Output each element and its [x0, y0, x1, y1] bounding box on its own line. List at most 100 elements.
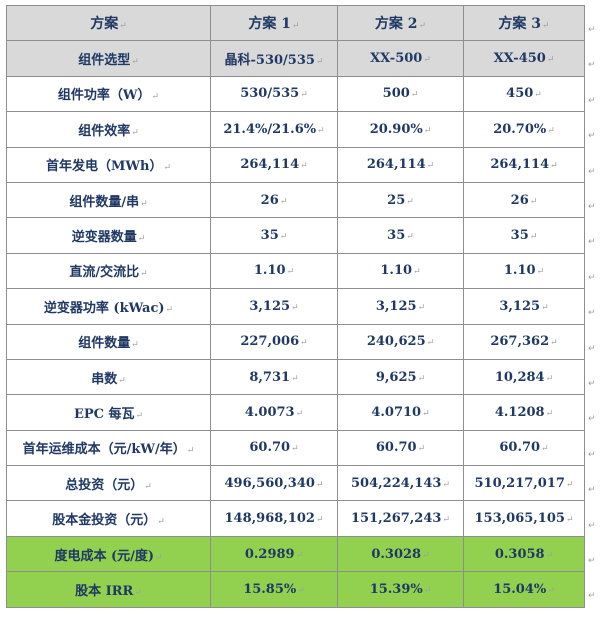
row-label-cell: 组件选型↵ [6, 40, 211, 77]
row-label: 逆变器数量 [71, 230, 137, 246]
cell-value: 21.4%/21.6% [223, 121, 317, 137]
row-end-mark-icon: ↵ [588, 166, 596, 177]
row-label-cell: 组件数量↵ [6, 323, 211, 360]
value-cell: 35↵ [337, 217, 464, 254]
row-end-mark-icon: ↵ [588, 414, 596, 425]
value-cell: 8,731↵ [210, 358, 338, 396]
row-label: EPC 每瓦 [73, 406, 135, 422]
cell-value: 153,065,105 [474, 511, 565, 527]
row-end-mark-icon: ↵ [588, 520, 596, 531]
value-cell: 晶科-530/535↵ [210, 40, 338, 77]
paragraph-mark-icon: ↵ [291, 373, 299, 384]
paragraph-mark-icon: ↵ [292, 21, 300, 32]
paragraph-mark-icon: ↵ [291, 302, 299, 313]
cell-value: XX-500 [370, 51, 423, 67]
value-cell: 21.4%/21.6%↵ [210, 111, 338, 148]
value-cell: 15.04%↵ [463, 571, 585, 608]
cell-value: 60.70 [249, 440, 291, 456]
cell-value: 9,625 [375, 369, 417, 385]
value-cell: 264,114↵ [337, 146, 464, 183]
paragraph-mark-icon: ↵ [279, 196, 288, 207]
value-cell: 510,217,017↵ [463, 465, 585, 502]
cell-value: 504,224,143 [350, 475, 442, 491]
value-cell: 148,968,102↵ [210, 500, 338, 537]
paragraph-mark-icon: ↵ [423, 55, 431, 66]
paragraph-mark-icon: ↵ [131, 57, 139, 68]
cell-value: 227,006 [240, 334, 300, 350]
paragraph-mark-icon: ↵ [410, 90, 419, 101]
value-cell: 530/535↵ [210, 75, 338, 113]
value-cell: 35↵ [463, 217, 585, 254]
row-end-mark-icon: ↵ [588, 485, 596, 496]
paragraph-mark-icon: ↵ [547, 585, 555, 596]
paragraph-mark-icon: ↵ [163, 163, 171, 174]
paragraph-mark-icon: ↵ [423, 125, 432, 136]
row-label: 直流/交流比 [69, 265, 140, 281]
value-cell: 20.90%↵ [337, 111, 464, 148]
value-cell: 10,284↵ [463, 358, 585, 396]
paragraph-mark-icon: ↵ [317, 125, 325, 136]
cell-value: 264,114 [366, 157, 426, 173]
value-cell: 264,114↵ [210, 146, 338, 183]
paragraph-mark-icon: ↵ [165, 304, 174, 315]
cell-value: XX-450 [493, 51, 546, 67]
cell-value: 60.70 [375, 440, 417, 456]
paragraph-mark-icon: ↵ [529, 232, 538, 243]
cell-value: 0.3058 [494, 546, 545, 562]
paragraph-mark-icon: ↵ [442, 479, 450, 490]
cell-value: 35 [510, 228, 529, 244]
paragraph-mark-icon: ↵ [426, 338, 435, 349]
paragraph-mark-icon: ↵ [536, 267, 545, 278]
value-cell: 4.0073↵ [210, 394, 338, 431]
paragraph-mark-icon: ↵ [118, 375, 126, 386]
table-row: 股本 IRR↵ 15.85%↵ 15.39%↵ 15.04%↵ [6, 571, 585, 608]
paragraph-mark-icon: ↵ [406, 196, 414, 207]
cell-value: 20.90% [369, 121, 423, 137]
row-label-cell: EPC 每瓦↵ [6, 394, 211, 431]
value-cell: 153,065,105↵ [463, 500, 585, 537]
paragraph-mark-icon: ↵ [119, 21, 127, 32]
paragraph-mark-icon: ↵ [529, 196, 538, 207]
value-cell: 25↵ [337, 181, 464, 219]
cell-value: 240,625 [366, 334, 426, 350]
value-cell: 60.70↵ [210, 429, 338, 467]
value-cell: 1.10↵ [463, 252, 585, 290]
cell-value: 35 [260, 228, 279, 244]
cell-value: 35 [387, 228, 406, 244]
table-row: 串数↵ 8,731↵ 9,625↵ 10,284↵ [6, 358, 585, 396]
value-cell: 35↵ [210, 217, 338, 254]
cell-value: 496,560,340 [224, 475, 315, 491]
cell-value: 26 [260, 192, 279, 208]
row-end-mark-icon: ↵ [588, 591, 596, 602]
paragraph-mark-icon: ↵ [418, 21, 427, 32]
paragraph-mark-icon: ↵ [423, 585, 432, 596]
header-scheme-1: 方案 1↵ [210, 4, 338, 42]
comparison-table: 方案↵ 方案 1↵ 方案 2↵ 方案 3↵ 组件选型↵ 晶科-530/535↵ XX… [6, 4, 585, 608]
cell-value: 60.70 [499, 440, 541, 456]
paragraph-mark-icon: ↵ [315, 479, 324, 490]
row-label-cell: 首年运维成本（元/kW/年）↵ [6, 429, 211, 467]
paragraph-mark-icon: ↵ [131, 127, 139, 138]
table-row: 首年发电（MWh）↵ 264,114↵ 264,114↵ 264,114↵ [6, 146, 585, 183]
value-cell: 240,625↵ [337, 323, 464, 360]
table-row: EPC 每瓦↵ 4.0073↵ 4.0710↵ 4.1208↵ [6, 394, 585, 431]
paragraph-mark-icon: ↵ [140, 269, 148, 280]
row-label-cell: 组件数量/串↵ [6, 181, 211, 219]
paragraph-mark-icon: ↵ [295, 550, 304, 561]
paragraph-mark-icon: ↵ [144, 481, 152, 492]
paragraph-mark-icon: ↵ [406, 232, 414, 243]
value-cell: 1.10↵ [210, 252, 338, 290]
row-label: 总投资（元） [65, 477, 144, 493]
paragraph-mark-icon: ↵ [135, 410, 144, 421]
value-cell: 4.0710↵ [337, 394, 464, 431]
row-label-cell: 直流/交流比↵ [6, 252, 211, 290]
row-end-mark-icon: ↵ [588, 131, 596, 142]
row-end-mark-icon: ↵ [588, 237, 596, 248]
paragraph-mark-icon: ↵ [534, 90, 542, 101]
paragraph-mark-icon: ↵ [422, 408, 430, 419]
table-row: 逆变器数量↵ 35↵ 35↵ 35↵ [6, 217, 585, 254]
table-row: 股本金投资（元）↵ 148,968,102↵ 151,267,243↵ 153,065… [6, 500, 585, 537]
paragraph-mark-icon: ↵ [413, 267, 421, 278]
paragraph-mark-icon: ↵ [137, 234, 146, 245]
cell-value: 15.39% [369, 581, 423, 597]
